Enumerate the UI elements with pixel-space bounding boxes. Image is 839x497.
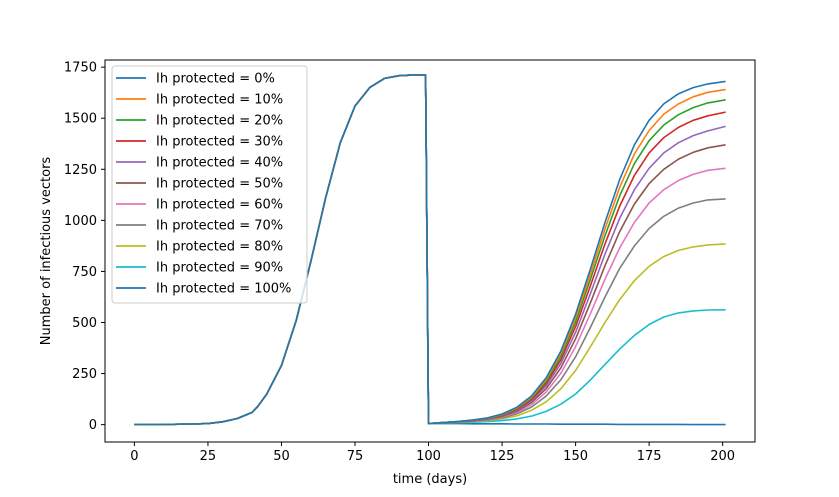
x-tick-label: 50 bbox=[273, 449, 290, 464]
x-axis-label: time (days) bbox=[393, 472, 467, 487]
y-axis-label: Number of infectious vectors bbox=[39, 157, 54, 346]
x-tick-label: 125 bbox=[490, 449, 515, 464]
legend-label: Ih protected = 30% bbox=[156, 135, 283, 150]
legend-label: Ih protected = 70% bbox=[156, 219, 283, 234]
x-tick-label: 150 bbox=[563, 449, 588, 464]
y-tick-label: 750 bbox=[72, 265, 97, 280]
y-tick-label: 1500 bbox=[64, 112, 97, 127]
y-tick-label: 250 bbox=[72, 367, 97, 382]
legend-label: Ih protected = 0% bbox=[156, 72, 275, 87]
series-line-0 bbox=[134, 74, 726, 426]
legend-label: Ih protected = 40% bbox=[156, 156, 283, 171]
legend-label: Ih protected = 60% bbox=[156, 198, 283, 213]
x-tick-label: 0 bbox=[130, 449, 138, 464]
legend-label: Ih protected = 20% bbox=[156, 114, 283, 129]
legend-label: Ih protected = 80% bbox=[156, 240, 283, 255]
legend-label: Ih protected = 50% bbox=[156, 177, 283, 192]
axis-ticks: 0 25 50 75 100 125 150 175 200 0 250 500 750 1000 1250… bbox=[64, 61, 735, 464]
x-tick-label: 75 bbox=[347, 449, 364, 464]
legend-label: Ih protected = 90% bbox=[156, 261, 283, 276]
legend-label: Ih protected = 10% bbox=[156, 93, 283, 108]
y-tick-label: 1750 bbox=[64, 61, 97, 76]
x-tick-label: 25 bbox=[200, 449, 217, 464]
legend-label: Ih protected = 100% bbox=[156, 282, 291, 297]
x-tick-label: 200 bbox=[710, 449, 735, 464]
x-tick-label: 100 bbox=[416, 449, 441, 464]
y-tick-label: 500 bbox=[72, 316, 97, 331]
legend-box bbox=[111, 65, 308, 304]
plot-frame bbox=[104, 59, 756, 443]
series-lines bbox=[134, 74, 726, 426]
legend: Ih protected = 0% Ih protected = 10% Ih pr… bbox=[111, 65, 308, 304]
x-tick-label: 175 bbox=[637, 449, 662, 464]
y-tick-label: 1250 bbox=[64, 163, 97, 178]
y-tick-label: 0 bbox=[89, 418, 97, 433]
y-tick-label: 1000 bbox=[64, 214, 97, 229]
